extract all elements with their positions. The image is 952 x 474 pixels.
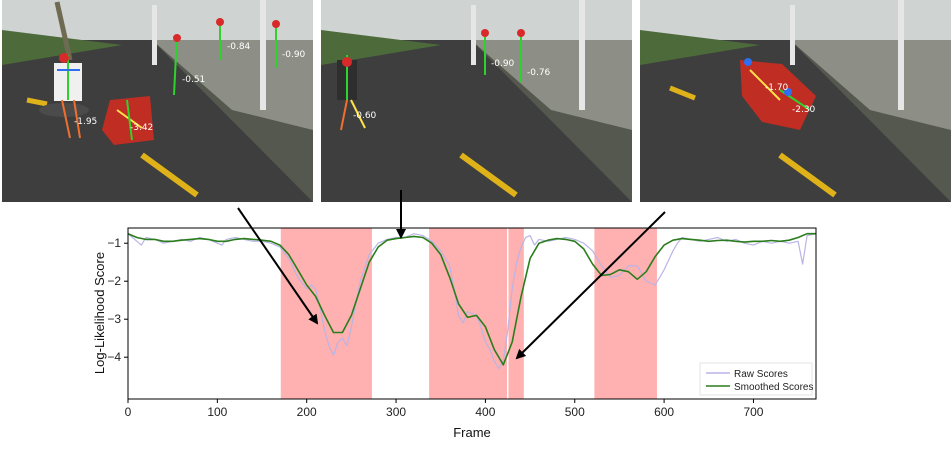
pose-skeleton-anomaly <box>102 96 154 145</box>
video-frame-3: -1.70 -2.30 <box>640 0 951 202</box>
annotation-arrows <box>237 190 666 360</box>
pose-skeleton-anomaly <box>740 58 816 130</box>
arrow-frame-1-to-dip-1 <box>237 207 319 325</box>
anomaly-region-1 <box>280 228 372 399</box>
x-tick-label: 600 <box>654 405 674 419</box>
x-tick-label: 700 <box>743 405 763 419</box>
arrow-frame-3-to-dip-2 <box>515 211 666 360</box>
legend-label-raw: Raw Scores <box>734 369 788 380</box>
x-axis-label: Frame <box>453 425 491 440</box>
pose-skeleton-normal <box>54 53 82 139</box>
x-tick-label: 200 <box>297 405 317 419</box>
legend-label-smoothed: Smoothed Scores <box>734 382 814 393</box>
x-tick-label: 0 <box>125 405 132 419</box>
video-frame-2: -0.90 -0.76 -0.60 <box>321 0 632 202</box>
score-label-person-normal: -1.95 <box>74 117 97 127</box>
legend: Raw Scores Smoothed Scores <box>699 362 814 396</box>
score-label-walker-2: -0.90 <box>282 50 306 60</box>
score-label-person-2: -2.30 <box>792 105 816 115</box>
score-label-walker-3: -0.51 <box>182 75 205 85</box>
video-frame-1: -0.84 -0.90 -0.51 -1.95 -3.42 <box>2 0 313 202</box>
x-tick-label: 500 <box>565 405 585 419</box>
y-tick-label: −3 <box>107 312 121 326</box>
y-tick-label: −2 <box>107 274 121 288</box>
anomaly-region-3 <box>594 228 657 399</box>
score-label-person-1: -1.70 <box>765 83 789 93</box>
score-label-walker-2: -0.76 <box>527 68 551 78</box>
score-label-walker-1: -0.84 <box>227 42 251 52</box>
y-tick-label: −4 <box>107 350 121 364</box>
y-tick-label: −1 <box>107 236 121 250</box>
score-label-person: -0.60 <box>353 111 377 121</box>
x-tick-label: 300 <box>386 405 406 419</box>
score-label-person-anomaly: -3.42 <box>130 123 153 133</box>
x-tick-label: 400 <box>475 405 495 419</box>
y-axis-label: Log-Likelihood Score <box>92 252 107 374</box>
pose-skeleton-walkers <box>337 29 525 131</box>
x-tick-label: 100 <box>207 405 227 419</box>
score-label-walker-1: -0.90 <box>491 59 515 69</box>
plot-frame <box>127 227 817 400</box>
pose-skeleton-walkers <box>173 18 280 96</box>
series-smoothed-scores-line <box>128 232 816 366</box>
